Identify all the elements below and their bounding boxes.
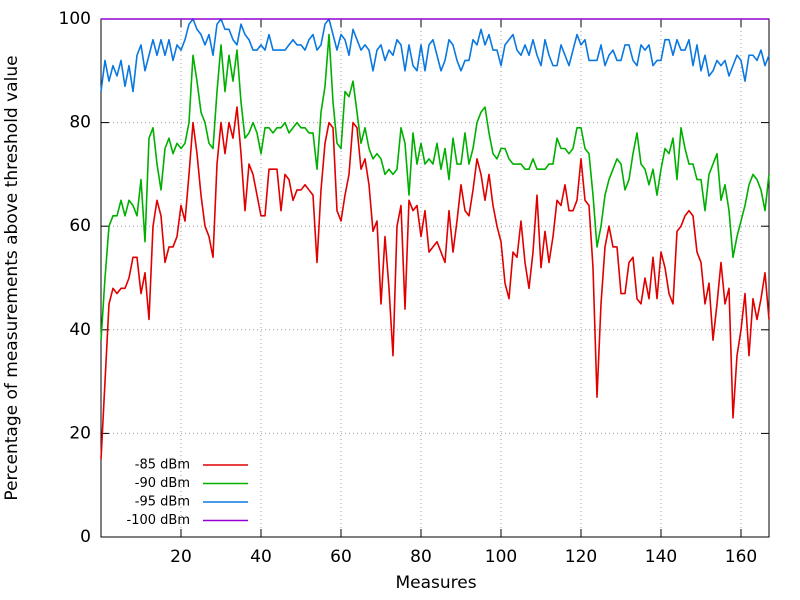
y-tick-label: 20 [69, 423, 91, 443]
series-line [100, 33, 770, 341]
legend-label: -90 dBm [135, 476, 190, 491]
x-tick-label: 40 [250, 547, 272, 567]
legend-label: -85 dBm [135, 458, 190, 473]
series-line [100, 106, 770, 460]
x-tick-label: 60 [330, 547, 352, 567]
x-tick-label: 20 [170, 547, 192, 567]
plot-border [100, 18, 770, 538]
x-axis-label: Measures [395, 573, 476, 593]
y-tick-label: 60 [69, 216, 91, 236]
x-tick-label: 140 [645, 547, 677, 567]
y-tick-label: 0 [80, 527, 91, 547]
x-tick-label: 120 [565, 547, 597, 567]
x-tick-label: 100 [485, 547, 517, 567]
series-line [100, 18, 770, 93]
x-tick-label: 160 [725, 547, 757, 567]
y-tick-label: 40 [69, 320, 91, 340]
x-tick-label: 80 [410, 547, 432, 567]
y-axis-label: Percentage of measurements above thresho… [2, 55, 22, 500]
y-tick-label: 100 [59, 9, 91, 29]
legend-label: -100 dBm [127, 513, 190, 528]
legend-label: -95 dBm [135, 495, 190, 510]
y-tick-label: 80 [69, 113, 91, 133]
